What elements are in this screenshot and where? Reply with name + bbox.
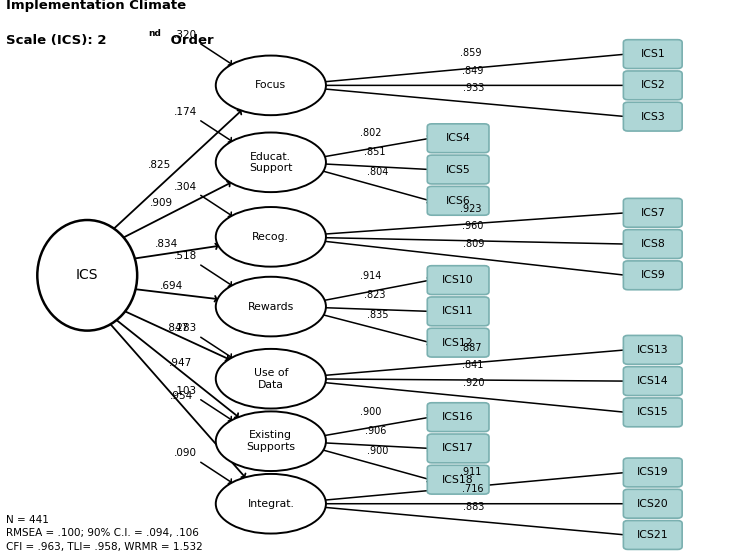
Ellipse shape [216,56,326,115]
Text: ICS14: ICS14 [637,376,668,386]
Text: ICS4: ICS4 [445,133,471,143]
Ellipse shape [216,207,326,267]
Ellipse shape [216,474,326,534]
Text: Educat.
Support: Educat. Support [249,152,292,173]
Ellipse shape [37,220,137,331]
Text: .103: .103 [174,386,197,396]
Text: .883: .883 [463,502,485,512]
Text: .933: .933 [463,84,485,94]
Text: Scale (ICS): 2: Scale (ICS): 2 [7,35,107,47]
Text: .320: .320 [174,30,197,40]
Text: Recog.: Recog. [252,232,289,242]
FancyBboxPatch shape [623,102,682,131]
Text: .174: .174 [174,107,197,117]
Text: .909: .909 [150,198,173,208]
Text: .920: .920 [463,378,485,388]
Text: ICS7: ICS7 [640,208,665,218]
FancyBboxPatch shape [623,398,682,427]
Text: ICS3: ICS3 [640,111,665,121]
FancyBboxPatch shape [623,521,682,549]
Text: .823: .823 [364,290,386,300]
FancyBboxPatch shape [427,124,489,153]
Text: ICS10: ICS10 [443,275,474,285]
Text: .841: .841 [462,360,483,370]
FancyBboxPatch shape [427,465,489,494]
Text: .304: .304 [174,182,197,192]
Text: .716: .716 [462,484,483,494]
Text: .834: .834 [155,239,178,249]
Text: ICS8: ICS8 [640,239,665,249]
Ellipse shape [216,412,326,471]
Text: .954: .954 [170,392,194,402]
Text: ICS2: ICS2 [640,80,665,90]
FancyBboxPatch shape [427,187,489,215]
Text: ICS16: ICS16 [443,412,474,422]
Text: .906: .906 [365,426,386,436]
Text: ICS6: ICS6 [445,196,471,206]
Text: .835: .835 [366,310,388,320]
Text: .923: .923 [460,204,482,214]
Text: .859: .859 [460,48,482,58]
Text: Existing
Supports: Existing Supports [246,431,295,452]
Text: ICS12: ICS12 [443,338,474,348]
Text: .914: .914 [360,271,381,281]
Text: ICS15: ICS15 [637,407,668,417]
FancyBboxPatch shape [427,297,489,326]
FancyBboxPatch shape [623,458,682,487]
Text: .809: .809 [463,239,485,249]
Text: ICS9: ICS9 [640,270,665,280]
FancyBboxPatch shape [427,328,489,357]
FancyBboxPatch shape [623,40,682,69]
Text: Integrat.: Integrat. [247,499,295,509]
FancyBboxPatch shape [623,367,682,395]
Text: ICS1: ICS1 [640,49,665,59]
FancyBboxPatch shape [623,198,682,227]
FancyBboxPatch shape [623,229,682,258]
FancyBboxPatch shape [427,403,489,432]
Text: .802: .802 [360,128,382,138]
Text: nd: nd [148,29,161,38]
Text: .694: .694 [160,281,184,291]
Text: N = 441
RMSEA = .100; 90% C.I. = .094, .106
CFI = .963, TLI= .958, WRMR = 1.532: N = 441 RMSEA = .100; 90% C.I. = .094, .… [7,515,204,551]
Text: ICS17: ICS17 [443,443,474,453]
Text: ICS5: ICS5 [445,164,471,174]
Text: Use of
Data: Use of Data [254,368,288,389]
Text: ICS18: ICS18 [443,475,474,485]
Text: Order: Order [166,35,213,47]
Text: .283: .283 [174,324,197,334]
Text: ICS13: ICS13 [637,345,668,355]
Ellipse shape [216,349,326,408]
Text: .849: .849 [462,66,483,76]
FancyBboxPatch shape [427,434,489,463]
Text: .887: .887 [460,343,482,353]
Text: .847: .847 [166,323,189,333]
FancyBboxPatch shape [623,261,682,290]
Text: .900: .900 [367,446,388,456]
FancyBboxPatch shape [427,266,489,295]
Text: Implementation Climate: Implementation Climate [7,0,186,12]
Text: .804: .804 [367,167,388,177]
Text: Focus: Focus [255,80,286,90]
FancyBboxPatch shape [623,71,682,100]
FancyBboxPatch shape [427,155,489,184]
Text: .825: .825 [148,159,171,169]
Text: .900: .900 [360,407,382,417]
Text: .851: .851 [365,147,386,157]
Text: ICS11: ICS11 [443,306,474,316]
Text: ICS20: ICS20 [637,499,669,509]
Text: ICS19: ICS19 [637,467,668,477]
Text: ICS21: ICS21 [637,530,668,540]
Text: .960: .960 [462,221,483,231]
Text: ICS: ICS [76,268,98,282]
Text: .090: .090 [174,448,197,458]
FancyBboxPatch shape [623,489,682,518]
Text: .518: .518 [174,251,197,261]
Text: .911: .911 [460,467,482,477]
Text: .947: .947 [169,358,192,368]
Text: Rewards: Rewards [248,301,294,311]
Ellipse shape [216,277,326,336]
Ellipse shape [216,133,326,192]
FancyBboxPatch shape [623,335,682,364]
